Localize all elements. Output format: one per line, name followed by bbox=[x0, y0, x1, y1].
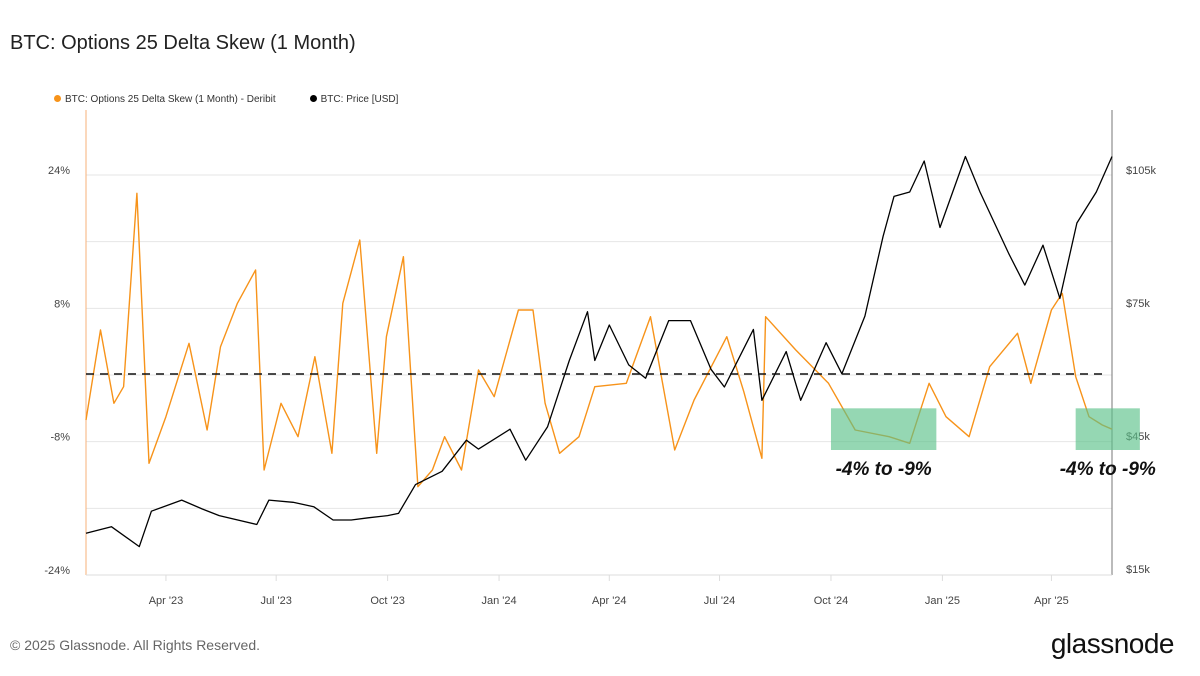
legend-label: BTC: Price [USD] bbox=[320, 94, 399, 105]
highlight-label: -4% to -9% bbox=[1060, 459, 1156, 480]
x-tick-label: Oct '24 bbox=[814, 595, 849, 607]
highlight-box bbox=[830, 408, 937, 450]
x-tick-label: Jul '23 bbox=[260, 595, 291, 607]
highlight-box bbox=[1075, 408, 1140, 450]
legend-dot-icon bbox=[309, 95, 317, 102]
left-tick-label: -8% bbox=[50, 432, 70, 444]
price-line bbox=[85, 155, 1113, 548]
left-tick-label: 8% bbox=[54, 298, 70, 310]
right-tick-label: $105k bbox=[1126, 165, 1156, 177]
skew-line bbox=[85, 192, 1113, 488]
x-tick-label: Apr '23 bbox=[149, 595, 184, 607]
x-tick-label: Jul '24 bbox=[704, 595, 735, 607]
copyright: © 2025 Glassnode. All Rights Reserved. bbox=[10, 637, 261, 653]
x-tick-label: Oct '23 bbox=[370, 595, 405, 607]
x-tick-label: Jan '25 bbox=[925, 595, 960, 607]
legend-item-price[interactable]: BTC: Price [USD] bbox=[309, 94, 399, 105]
legend: BTC: Options 25 Delta Skew (1 Month) - D… bbox=[54, 94, 398, 105]
x-tick-label: Apr '24 bbox=[592, 595, 627, 607]
right-tick-label: $15k bbox=[1126, 564, 1150, 576]
left-tick-label: -24% bbox=[44, 565, 70, 577]
chart-title: BTC: Options 25 Delta Skew (1 Month) bbox=[10, 32, 356, 54]
legend-item-skew[interactable]: BTC: Options 25 Delta Skew (1 Month) - D… bbox=[54, 94, 276, 105]
legend-label: BTC: Options 25 Delta Skew (1 Month) - D… bbox=[65, 94, 276, 105]
x-tick-label: Jan '24 bbox=[481, 595, 516, 607]
x-tick-label: Apr '25 bbox=[1034, 595, 1069, 607]
glassnode-logo: glassnode bbox=[1050, 628, 1175, 659]
left-tick-label: 24% bbox=[48, 165, 70, 177]
highlight-label: -4% to -9% bbox=[836, 459, 932, 480]
legend-dot-icon bbox=[54, 95, 61, 102]
right-tick-label: $75k bbox=[1126, 298, 1150, 310]
